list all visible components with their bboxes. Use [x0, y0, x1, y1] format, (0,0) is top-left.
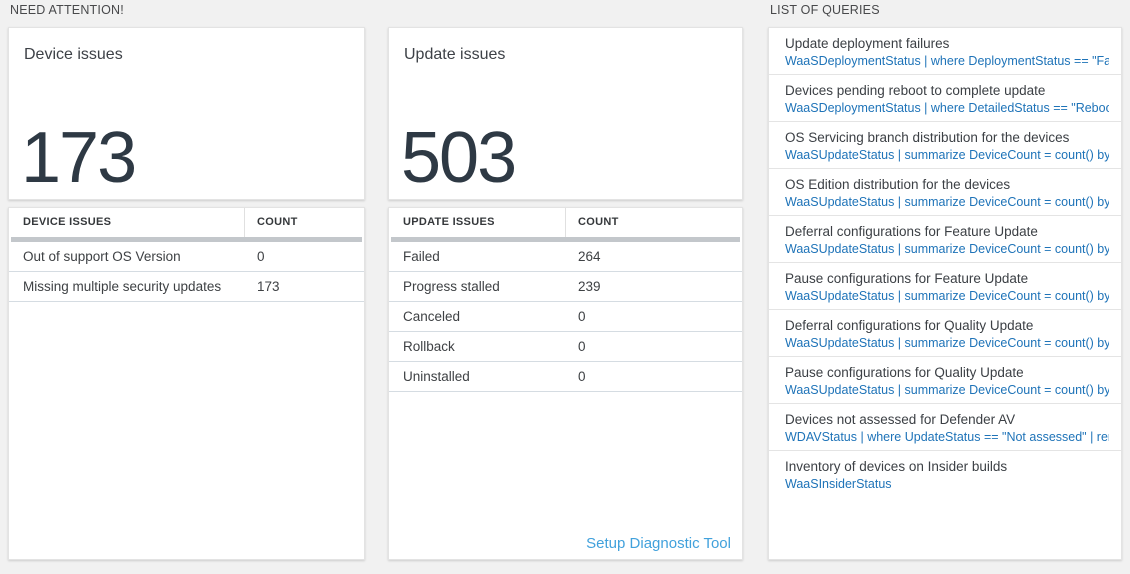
- update-issues-tile-title: Update issues: [404, 46, 506, 63]
- device-issues-column-header: DEVICE ISSUES: [9, 208, 245, 237]
- query-list-item[interactable]: Pause configurations for Feature Update …: [769, 263, 1121, 310]
- query-title: Devices not assessed for Defender AV: [785, 412, 1016, 427]
- query-list-item[interactable]: Devices not assessed for Defender AV WDA…: [769, 404, 1121, 451]
- setup-diagnostic-tool-link[interactable]: Setup Diagnostic Tool: [586, 535, 731, 552]
- query-text-link: WaaSDeploymentStatus | where DetailedSta…: [785, 101, 1109, 115]
- update-issues-column-header: UPDATE ISSUES: [389, 208, 566, 237]
- device-issues-tile[interactable]: Device issues 173: [8, 27, 365, 200]
- need-attention-section-label: NEED ATTENTION!: [10, 3, 124, 17]
- row-count: 173: [257, 279, 280, 294]
- row-label: Out of support OS Version: [23, 249, 181, 264]
- row-label: Uninstalled: [403, 369, 470, 384]
- query-list-item[interactable]: Inventory of devices on Insider builds W…: [769, 451, 1121, 498]
- row-label: Rollback: [403, 339, 455, 354]
- list-of-queries-card: Update deployment failures WaaSDeploymen…: [768, 27, 1122, 560]
- query-list-item[interactable]: Update deployment failures WaaSDeploymen…: [769, 28, 1121, 75]
- row-count: 0: [578, 339, 586, 354]
- query-text-link: WaaSUpdateStatus | summarize DeviceCount…: [785, 383, 1109, 397]
- row-label: Failed: [403, 249, 440, 264]
- table-row[interactable]: Out of support OS Version 0: [9, 242, 364, 272]
- query-list-item[interactable]: Deferral configurations for Quality Upda…: [769, 310, 1121, 357]
- row-label: Progress stalled: [403, 279, 500, 294]
- device-issues-tile-title: Device issues: [24, 46, 123, 63]
- query-text-link: WDAVStatus | where UpdateStatus == "Not …: [785, 430, 1109, 444]
- table-row[interactable]: Rollback 0: [389, 332, 742, 362]
- row-count: 0: [578, 369, 586, 384]
- row-count: 0: [578, 309, 586, 324]
- query-title: Deferral configurations for Quality Upda…: [785, 318, 1034, 333]
- query-title: OS Servicing branch distribution for the…: [785, 130, 1070, 145]
- table-row[interactable]: Missing multiple security updates 173: [9, 272, 364, 302]
- query-list-item[interactable]: Deferral configurations for Feature Upda…: [769, 216, 1121, 263]
- query-title: Pause configurations for Quality Update: [785, 365, 1024, 380]
- row-count: 264: [578, 249, 601, 264]
- query-text-link: WaaSUpdateStatus | summarize DeviceCount…: [785, 336, 1109, 350]
- device-table-horizontal-scrollbar[interactable]: [11, 237, 362, 242]
- query-title: Update deployment failures: [785, 36, 950, 51]
- device-issues-table-header: DEVICE ISSUES COUNT: [9, 208, 364, 237]
- device-count-column-header: COUNT: [257, 216, 298, 228]
- query-text-link: WaaSInsiderStatus: [785, 477, 892, 491]
- query-text-link: WaaSUpdateStatus | summarize DeviceCount…: [785, 242, 1109, 256]
- list-of-queries-section-label: LIST OF QUERIES: [770, 3, 880, 17]
- query-title: Pause configurations for Feature Update: [785, 271, 1029, 286]
- table-row[interactable]: Progress stalled 239: [389, 272, 742, 302]
- query-title: Deferral configurations for Feature Upda…: [785, 224, 1038, 239]
- query-list-item[interactable]: OS Servicing branch distribution for the…: [769, 122, 1121, 169]
- table-row[interactable]: Canceled 0: [389, 302, 742, 332]
- device-issues-table-card: DEVICE ISSUES COUNT Out of support OS Ve…: [8, 207, 365, 560]
- query-text-link: WaaSUpdateStatus | summarize DeviceCount…: [785, 148, 1109, 162]
- row-label: Canceled: [403, 309, 461, 324]
- row-count: 0: [257, 249, 265, 264]
- update-count-column-header: COUNT: [578, 216, 619, 228]
- update-issues-tile[interactable]: Update issues 503: [388, 27, 743, 200]
- update-issues-table-header: UPDATE ISSUES COUNT: [389, 208, 742, 237]
- table-row[interactable]: Uninstalled 0: [389, 362, 742, 392]
- query-title: OS Edition distribution for the devices: [785, 177, 1011, 192]
- query-title: Inventory of devices on Insider builds: [785, 459, 1008, 474]
- row-count: 239: [578, 279, 601, 294]
- update-table-horizontal-scrollbar[interactable]: [391, 237, 740, 242]
- query-list-item[interactable]: Devices pending reboot to complete updat…: [769, 75, 1121, 122]
- query-list-item[interactable]: Pause configurations for Quality Update …: [769, 357, 1121, 404]
- table-row[interactable]: Failed 264: [389, 242, 742, 272]
- device-issues-count-value: 173: [21, 118, 137, 198]
- update-issues-count-value: 503: [401, 118, 517, 198]
- update-issues-table-card: UPDATE ISSUES COUNT Failed 264 Progress …: [388, 207, 743, 560]
- query-text-link: WaaSDeploymentStatus | where DeploymentS…: [785, 54, 1109, 68]
- query-text-link: WaaSUpdateStatus | summarize DeviceCount…: [785, 195, 1109, 209]
- query-list-item[interactable]: OS Edition distribution for the devices …: [769, 169, 1121, 216]
- query-title: Devices pending reboot to complete updat…: [785, 83, 1046, 98]
- query-text-link: WaaSUpdateStatus | summarize DeviceCount…: [785, 289, 1109, 303]
- row-label: Missing multiple security updates: [23, 279, 222, 294]
